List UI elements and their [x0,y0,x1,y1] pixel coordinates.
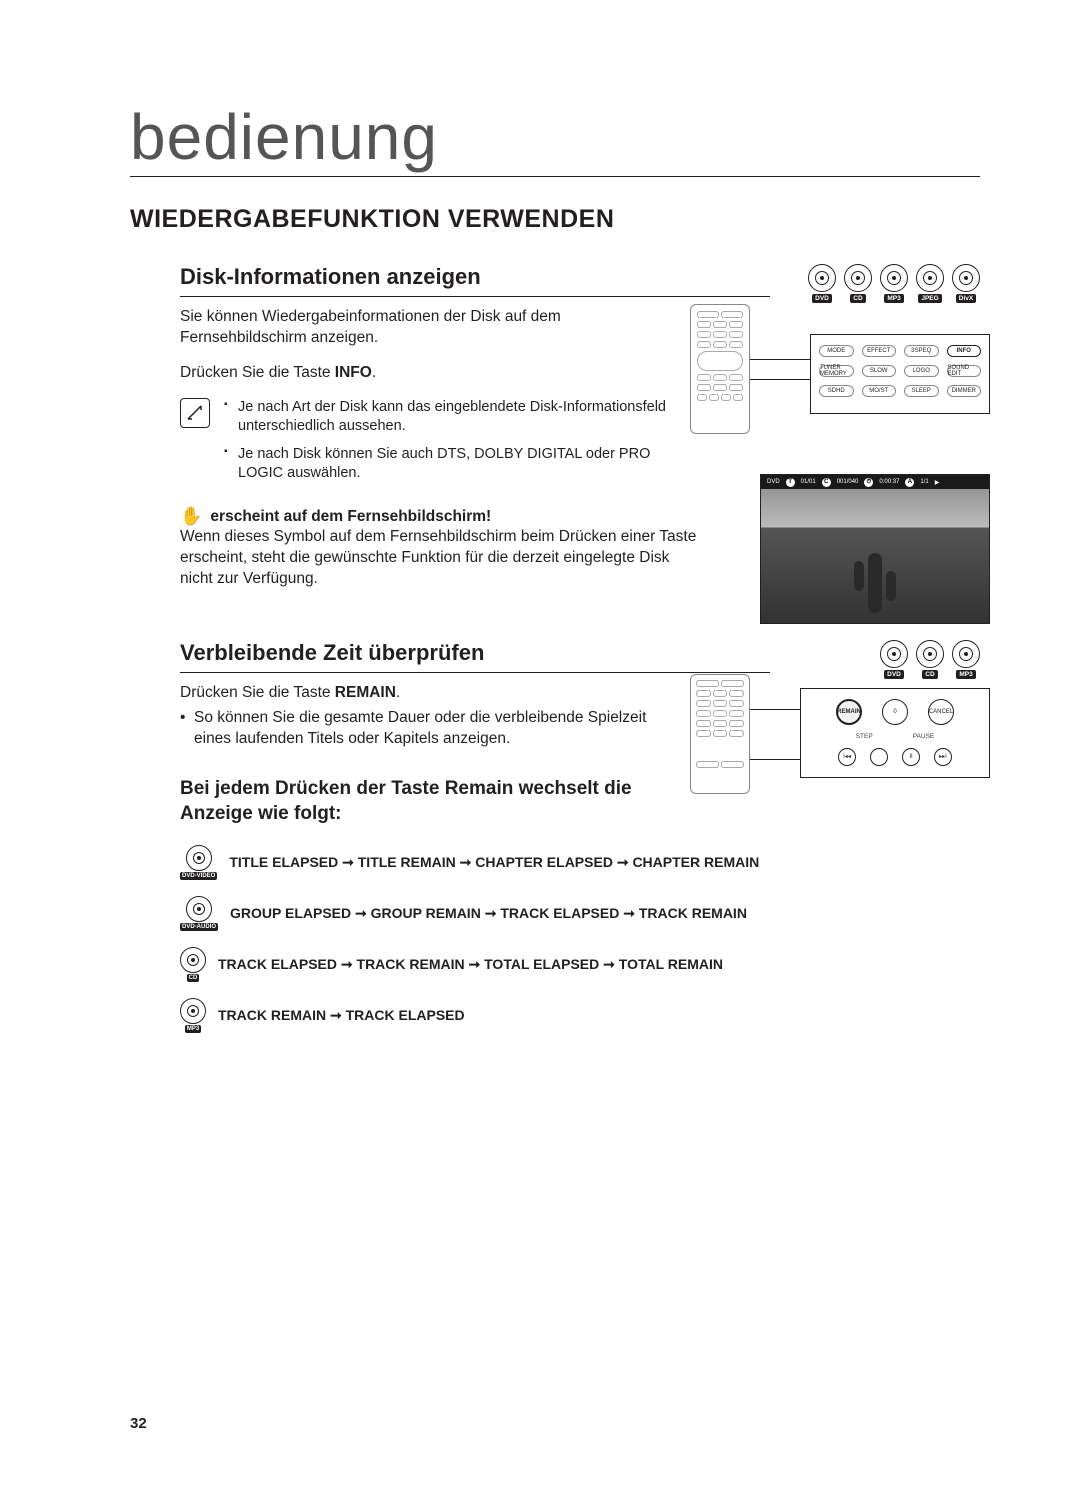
disk-info-heading: Disk-Informationen anzeigen [180,264,770,297]
remote-btn: SLOW [862,365,897,377]
remote-btn: TUNER MEMORY [819,365,854,377]
disc-format-badges: DVD CD MP3 JPEG DivX [808,264,980,303]
note-box: Je nach Art der Disk kann das eingeblend… [180,398,680,492]
remote-label: PAUSE [913,733,935,740]
remain-cycle-heading: Bei jedem Drücken der Taste Remain wechs… [180,776,660,827]
sequence-row: DVD-VIDEO TITLE ELAPSED ➞ TITLE REMAIN ➞… [180,845,980,880]
page-number: 32 [130,1415,147,1432]
sequence-row: MP3 TRACK REMAIN ➞ TRACK ELAPSED [180,998,980,1033]
hand-text: erscheint auf dem Fernsehbildschirm! [210,508,491,526]
remain-heading: Verbleibende Zeit überprüfen [180,640,770,673]
press-prefix: Drücken Sie die Taste [180,684,335,701]
seq-text: TITLE ELAPSED ➞ TITLE REMAIN ➞ CHAPTER E… [229,854,759,871]
tv-time-value: 0:00:37 [879,479,899,485]
press-key: INFO [335,364,372,381]
remote-btn-prev: I◂◂ [838,748,856,766]
seq-badge: MP3 [180,998,206,1033]
tv-badge-c: C [822,478,831,487]
remote-thumbnail [690,674,750,794]
seq-text: GROUP ELAPSED ➞ GROUP REMAIN ➞ TRACK ELA… [230,905,747,922]
seq-text: TRACK REMAIN ➞ TRACK ELAPSED [218,1007,465,1024]
disc-icon [880,640,908,668]
remote-btn: DIMMER [947,385,982,397]
remote-btn: SLEEP [904,385,939,397]
disc-icon [952,640,980,668]
tv-badge-a: A [905,478,914,487]
seq-badge: DVD-VIDEO [180,845,217,880]
disc-icon [844,264,872,292]
seq-label: DVD-VIDEO [180,872,217,880]
note-icon [180,398,210,428]
press-prefix: Drücken Sie die Taste [180,364,335,381]
disc-icon [952,264,980,292]
tv-c-value: 001/040 [837,479,859,485]
remote-detail-info: MODE EFFECT 3SPEQ INFO TUNER MEMORY SLOW… [810,334,990,414]
tv-badge-time: ⏱ [864,478,873,487]
remote-detail-remain: REMAIN 0 CANCEL STEP PAUSE I◂◂ II ▸▸I [800,688,990,778]
remote-btn-remain: REMAIN [836,699,862,725]
tv-screenshot: DVD T 01/01 C 001/040 ⏱ 0:00:37 A 1/1 ▶ [760,474,990,624]
warning-text: Wenn dieses Symbol auf dem Fernsehbildsc… [180,527,700,590]
remote-btn: SOUND EDIT [947,365,982,377]
remote-btn-step [870,748,888,766]
disc-icon [808,264,836,292]
remote-thumbnail [690,304,750,434]
tv-badge-t: T [786,478,795,487]
chapter-title: bedienung [130,100,980,177]
tv-play-icon: ▶ [935,479,940,486]
remote-diagram-info: MODE EFFECT 3SPEQ INFO TUNER MEMORY SLOW… [690,304,990,454]
seq-badge: CD [180,947,206,982]
note-item: Je nach Disk können Sie auch DTS, DOLBY … [224,445,680,484]
section-title: WIEDERGABEFUNKTION VERWENDEN [130,205,980,234]
remote-btn: MO/ST [862,385,897,397]
remote-btn-next: ▸▸I [934,748,952,766]
sequence-row: CD TRACK ELAPSED ➞ TRACK REMAIN ➞ TOTAL … [180,947,980,982]
remote-btn: SDHD [819,385,854,397]
tv-t-value: 01/01 [801,479,816,485]
remote-btn: 0 [882,699,908,725]
seq-label: CD [187,974,200,982]
badge-label: DivX [956,294,976,303]
cactus-silhouette [868,553,882,613]
badge-label: MP3 [884,294,903,303]
press-suffix: . [372,364,376,381]
press-suffix: . [396,684,400,701]
seq-label: DVD-AUDIO [180,923,218,931]
seq-badge: DVD-AUDIO [180,896,218,931]
remote-btn: CANCEL [928,699,954,725]
badge-label: CD [850,294,865,303]
remote-btn: LOGO [904,365,939,377]
disk-info-section: Disk-Informationen anzeigen DVD CD MP3 J… [130,264,980,590]
tv-a-value: 1/1 [920,479,928,485]
sequence-row: DVD-AUDIO GROUP ELAPSED ➞ GROUP REMAIN ➞… [180,896,980,931]
remain-bullet: So können Sie die gesamte Dauer oder die… [180,708,680,750]
badge-label: DVD [812,294,832,303]
tv-info-bar: DVD T 01/01 C 001/040 ⏱ 0:00:37 A 1/1 ▶ [761,475,989,489]
disk-info-intro: Sie können Wiedergabeinformationen der D… [180,307,650,349]
note-item: Je nach Art der Disk kann das eingeblend… [224,398,680,437]
remote-label: STEP [856,733,873,740]
press-info: Drücken Sie die Taste INFO. [180,363,650,384]
disc-icon [916,640,944,668]
remain-section: Verbleibende Zeit überprüfen DVD CD MP3 … [130,640,980,1033]
tv-leader: DVD [767,479,780,485]
press-key: REMAIN [335,684,396,701]
remote-diagram-remain: REMAIN 0 CANCEL STEP PAUSE I◂◂ II ▸▸I [690,674,990,814]
remote-btn-pause: II [902,748,920,766]
seq-label: MP3 [185,1025,201,1033]
remote-btn: EFFECT [862,345,897,357]
remote-btn: 3SPEQ [904,345,939,357]
disc-icon [916,264,944,292]
disc-icon [880,264,908,292]
press-remain: Drücken Sie die Taste REMAIN. [180,683,650,704]
hand-icon: ✋ [180,506,202,527]
remote-btn: MODE [819,345,854,357]
seq-text: TRACK ELAPSED ➞ TRACK REMAIN ➞ TOTAL ELA… [218,956,723,973]
remote-btn-info: INFO [947,345,982,357]
badge-label: JPEG [918,294,941,303]
